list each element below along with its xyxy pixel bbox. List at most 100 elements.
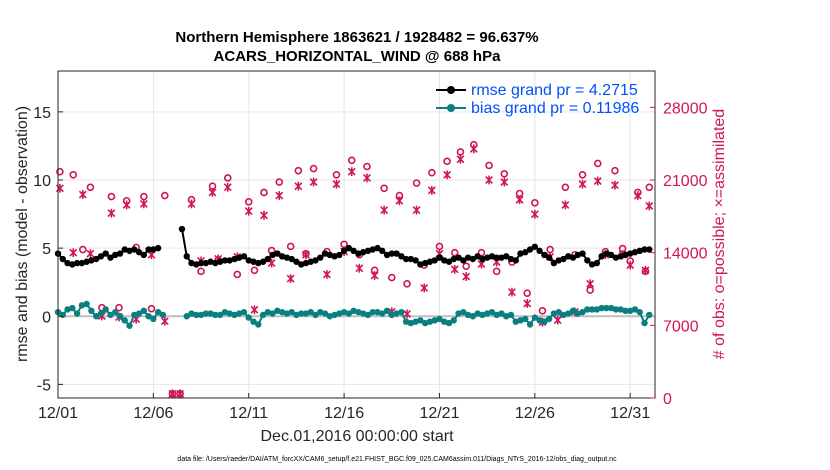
- bias-point: [216, 311, 224, 319]
- y-right-tick-label: 14000: [663, 246, 708, 263]
- possible-obs-marker: [294, 166, 303, 175]
- possible-obs-marker: [244, 198, 253, 206]
- y-left-tick-label: 10: [33, 173, 51, 190]
- assimilated-obs-marker: [370, 271, 379, 280]
- rmse-point: [379, 247, 386, 255]
- possible-obs-marker: [309, 164, 318, 173]
- rmse-point: [579, 250, 586, 257]
- bias-point: [545, 315, 553, 323]
- x-axis: 12/01 12/06 12/11 12/16 12/21 12/26 12/31: [38, 393, 650, 422]
- bias-point: [488, 308, 496, 316]
- bias-point: [507, 311, 515, 319]
- rmse-series: [54, 225, 653, 268]
- rmse-point: [436, 254, 443, 261]
- bias-point: [102, 306, 109, 313]
- bias-point: [369, 308, 376, 316]
- data-file-footer: data file: /Users/raeder/DAI/ATM_forcXX/…: [177, 456, 617, 463]
- assimilated-obs-marker: [645, 201, 654, 211]
- rmse-point: [402, 255, 410, 263]
- bias-point: [522, 315, 529, 323]
- plot-frame: [57, 70, 656, 399]
- possible-obs-marker: [500, 169, 509, 178]
- assimilated-obs-marker: [250, 305, 259, 315]
- assimilated-obs-marker: [485, 175, 494, 185]
- possible-obs-marker: [275, 178, 284, 186]
- rmse-point: [593, 259, 601, 267]
- bias-point: [379, 310, 386, 317]
- bias-point: [259, 311, 267, 319]
- rmse-point: [550, 259, 558, 267]
- rmse-point: [536, 247, 543, 255]
- y-left-tick-label: -5: [37, 377, 51, 394]
- rmse-point: [431, 257, 438, 264]
- legend-rmse-marker: [447, 86, 455, 94]
- possible-obs-marker: [115, 303, 123, 312]
- bias-point: [345, 310, 353, 317]
- rmse-point: [560, 255, 567, 263]
- assimilated-obs-marker: [641, 265, 650, 275]
- bias-point: [107, 311, 114, 319]
- bias-point: [121, 317, 128, 324]
- possible-obs-marker: [578, 171, 587, 179]
- rmse-point: [288, 255, 295, 263]
- bias-point: [579, 308, 586, 316]
- legend: rmse grand pr = 4.2715 bias grand pr = 0…: [436, 82, 639, 117]
- assimilated-obs-marker: [403, 309, 412, 319]
- bias-point: [321, 310, 329, 317]
- assimilated-obs-marker: [223, 182, 232, 192]
- assimilated-obs-marker: [78, 190, 87, 199]
- legend-bias-label: bias grand pr = 0.11986: [471, 100, 639, 117]
- possible-obs-marker: [197, 267, 205, 276]
- bias-point: [312, 311, 319, 319]
- bias-point: [92, 313, 100, 320]
- bias-point: [83, 300, 90, 308]
- possible-obs-marker: [450, 248, 459, 257]
- rmse-point: [92, 255, 100, 263]
- y-left-tick-label: 15: [33, 105, 51, 122]
- possible-obs-marker: [363, 162, 371, 171]
- possible-obs-marker: [611, 166, 619, 175]
- possible-obs-marker: [161, 191, 169, 200]
- rmse-point: [178, 225, 186, 233]
- bias-point: [97, 310, 105, 317]
- assimilated-obs-marker: [86, 249, 95, 259]
- bias-point: [297, 310, 305, 317]
- legend-bias-marker: [447, 104, 455, 112]
- rmse-point: [197, 259, 205, 267]
- bias-point: [436, 315, 443, 323]
- rmse-point: [135, 249, 143, 256]
- bias-point: [150, 315, 157, 323]
- possible-obs-marker: [223, 174, 232, 182]
- possible-obs-marker: [531, 199, 539, 207]
- assimilated-obs-marker: [332, 179, 341, 189]
- assimilated-obs-marker: [309, 177, 318, 187]
- possible-obs-marker: [561, 183, 570, 192]
- y-axis-label-right: # of obs: o=possible; ×=assimilated: [711, 109, 728, 359]
- assimilated-obs-marker: [530, 209, 539, 219]
- bias-point: [498, 310, 505, 317]
- assimilated-obs-marker: [355, 263, 364, 273]
- rmse-point: [59, 255, 66, 263]
- rmse-point: [97, 253, 105, 260]
- bias-point: [212, 311, 219, 319]
- x-tick-label: 12/01: [38, 405, 78, 422]
- possible-obs-marker: [492, 267, 501, 276]
- assimilated-obs-marker: [593, 176, 602, 186]
- assimilated-obs-marker: [610, 180, 619, 190]
- bias-series: [54, 300, 653, 329]
- bias-point: [364, 311, 372, 319]
- rmse-point: [512, 257, 519, 264]
- bias-point: [584, 306, 591, 313]
- possible-obs-marker: [645, 183, 654, 192]
- bias-point: [69, 304, 76, 312]
- assimilated-obs-marker: [286, 274, 295, 284]
- y-right-tick-label: 28000: [663, 100, 708, 117]
- possible-obs-marker: [485, 161, 493, 170]
- y-axis-right: 0 7000 14000 21000 28000: [650, 100, 708, 408]
- bias-point: [646, 311, 653, 319]
- rmse-point: [264, 255, 272, 263]
- rmse-point: [460, 257, 467, 264]
- y-left-tick-label: 5: [42, 241, 51, 258]
- possible-obs-marker: [412, 179, 421, 187]
